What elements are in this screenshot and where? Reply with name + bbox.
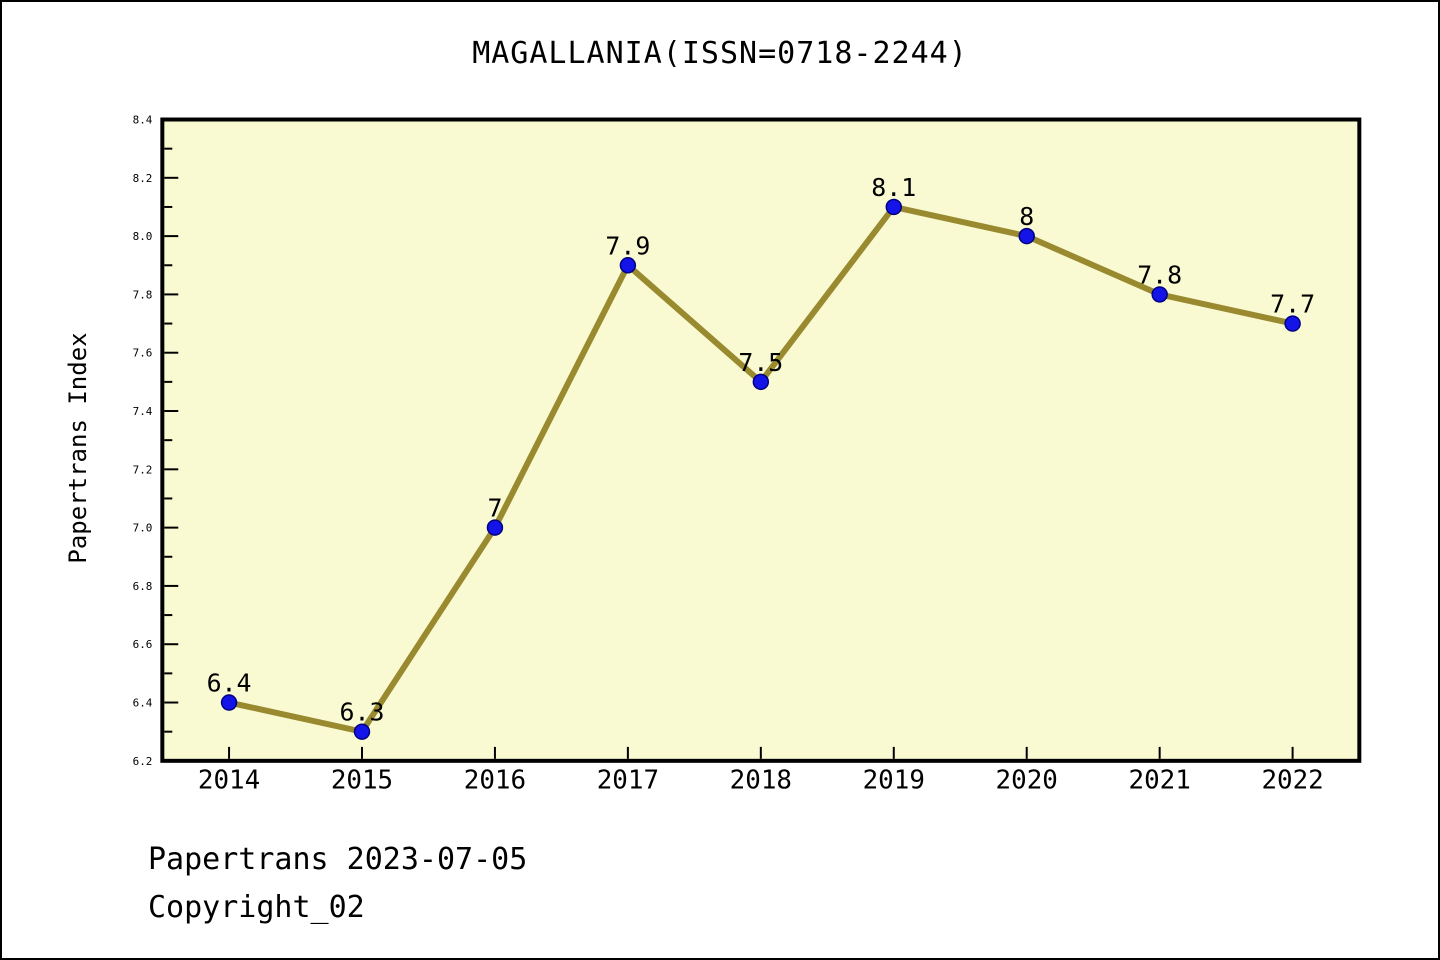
y-tick-label: 6.8: [133, 580, 153, 593]
plot-area: [160, 117, 1362, 763]
x-tick-label: 2017: [597, 766, 659, 796]
data-label: 7.9: [605, 231, 650, 260]
data-point: [1018, 227, 1035, 245]
data-label: 6.3: [340, 698, 385, 727]
data-point: [619, 257, 637, 274]
y-tick-label: 7.2: [133, 463, 153, 476]
data-point: [1284, 315, 1301, 332]
footer-date: Papertrans 2023-07-05: [148, 842, 528, 877]
y-tick-label: 6.2: [133, 755, 153, 768]
y-tick-label: 8.4: [133, 113, 153, 126]
y-tick-label: 7.4: [133, 405, 153, 418]
data-point: [220, 694, 238, 711]
data-label: 7.8: [1137, 260, 1182, 289]
x-tick-label: 2015: [331, 766, 393, 796]
y-tick-label: 6.6: [133, 638, 153, 651]
data-label: 7: [487, 494, 502, 523]
x-tick-label: 2018: [730, 766, 792, 796]
footer-copyright: Copyright_02: [148, 890, 365, 925]
data-point: [885, 198, 902, 216]
data-point: [752, 373, 770, 391]
y-tick-label: 7.6: [133, 347, 153, 360]
y-tick-label: 8.2: [133, 172, 153, 185]
chart-footer: Papertrans 2023-07-05 Copyright_02: [148, 836, 527, 932]
x-tick-label: 2022: [1261, 766, 1323, 796]
y-tick-label: 7.0: [133, 522, 153, 535]
x-tick-label: 2014: [198, 766, 260, 796]
data-label: 6.4: [207, 669, 252, 698]
data-point: [1151, 286, 1168, 303]
x-tick-label: 2020: [996, 766, 1058, 796]
data-label: 8: [1019, 202, 1034, 231]
chart-title: MAGALLANIA(ISSN=0718-2244): [472, 36, 968, 71]
data-label: 8.1: [871, 173, 916, 202]
data-label: 7.5: [738, 348, 783, 377]
y-tick-label: 8.0: [133, 230, 153, 243]
x-tick-label: 2019: [863, 766, 925, 796]
data-point: [486, 519, 504, 536]
data-point: [353, 723, 371, 740]
y-tick-label: 7.8: [133, 288, 153, 301]
y-tick-label: 6.4: [133, 697, 153, 710]
x-tick-label: 2021: [1129, 766, 1191, 796]
data-label: 7.7: [1270, 290, 1315, 319]
x-tick-label: 2016: [464, 766, 526, 796]
